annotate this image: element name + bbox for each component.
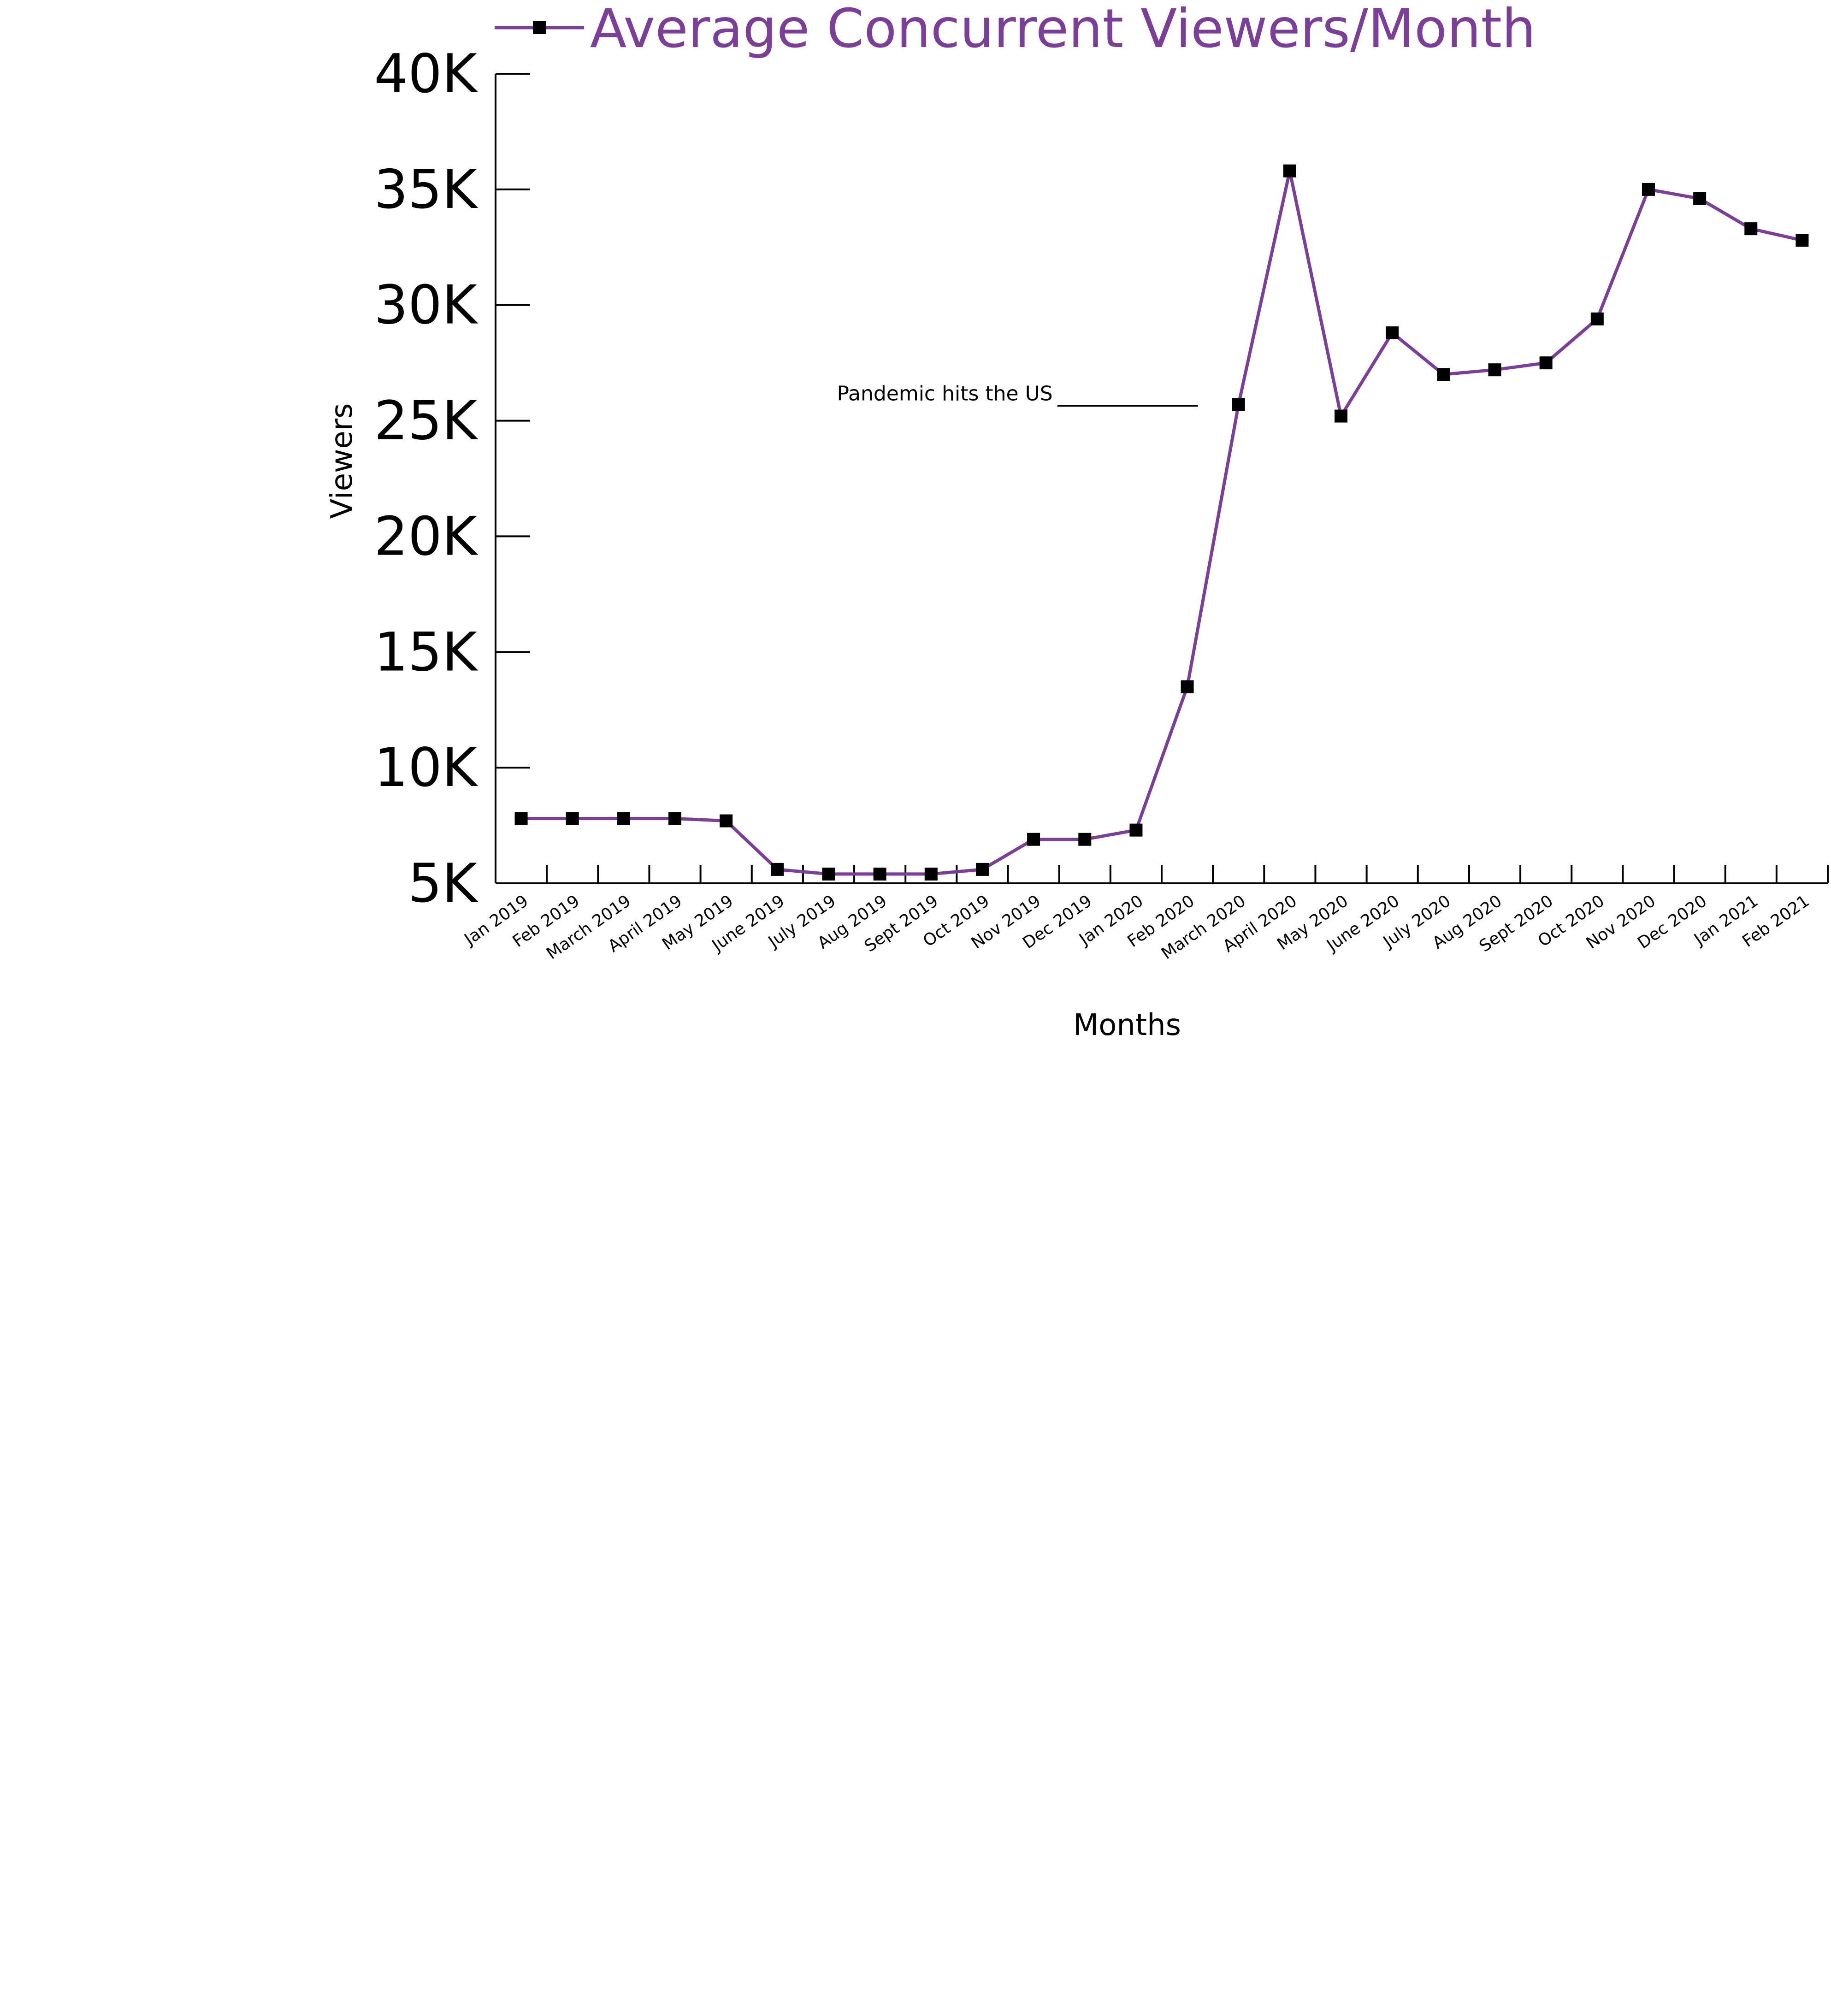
data-point — [1693, 192, 1707, 205]
y-tick-label: 15K — [374, 621, 478, 683]
data-point — [617, 812, 630, 825]
data-point — [668, 812, 682, 825]
data-point — [822, 867, 835, 881]
data-point — [1283, 164, 1296, 177]
y-tick-label: 10K — [374, 737, 478, 799]
data-point — [1078, 833, 1092, 846]
data-point — [1027, 833, 1040, 846]
y-tick-label: 40K — [374, 43, 478, 105]
y-tick-label: 20K — [374, 505, 478, 568]
data-point — [514, 812, 528, 825]
data-point — [873, 867, 886, 881]
annotation-text: Pandemic hits the US — [837, 382, 1052, 405]
y-tick-label: 25K — [374, 390, 478, 452]
y-tick-label: 35K — [374, 159, 478, 221]
y-tick-label: 30K — [374, 274, 478, 337]
data-point — [1386, 326, 1399, 339]
data-point — [1129, 823, 1143, 837]
data-point — [975, 863, 989, 876]
data-point — [1796, 234, 1809, 247]
series-line — [521, 169, 1803, 876]
annotation-layer: Pandemic hits the US — [837, 382, 1198, 407]
data-point — [1437, 368, 1450, 381]
legend: Average Concurrent Viewers/Month — [495, 0, 1536, 60]
data-point — [566, 812, 579, 825]
data-point — [1539, 356, 1553, 370]
data-point — [720, 814, 733, 828]
data-point — [1590, 312, 1604, 325]
data-point — [1744, 222, 1758, 236]
series-layer — [514, 164, 1809, 881]
legend-label: Average Concurrent Viewers/Month — [590, 0, 1536, 60]
data-point — [1181, 680, 1194, 693]
data-point — [771, 863, 784, 876]
y-tick-label: 5K — [408, 852, 478, 915]
data-point — [1232, 398, 1245, 411]
y-axis-title: Viewers — [325, 403, 359, 519]
data-point — [924, 867, 938, 881]
x-axis-title: Months — [1073, 1008, 1181, 1042]
data-point — [1335, 409, 1348, 423]
legend-marker-swatch — [533, 21, 546, 34]
data-point — [1488, 363, 1501, 377]
data-point — [1642, 183, 1655, 196]
